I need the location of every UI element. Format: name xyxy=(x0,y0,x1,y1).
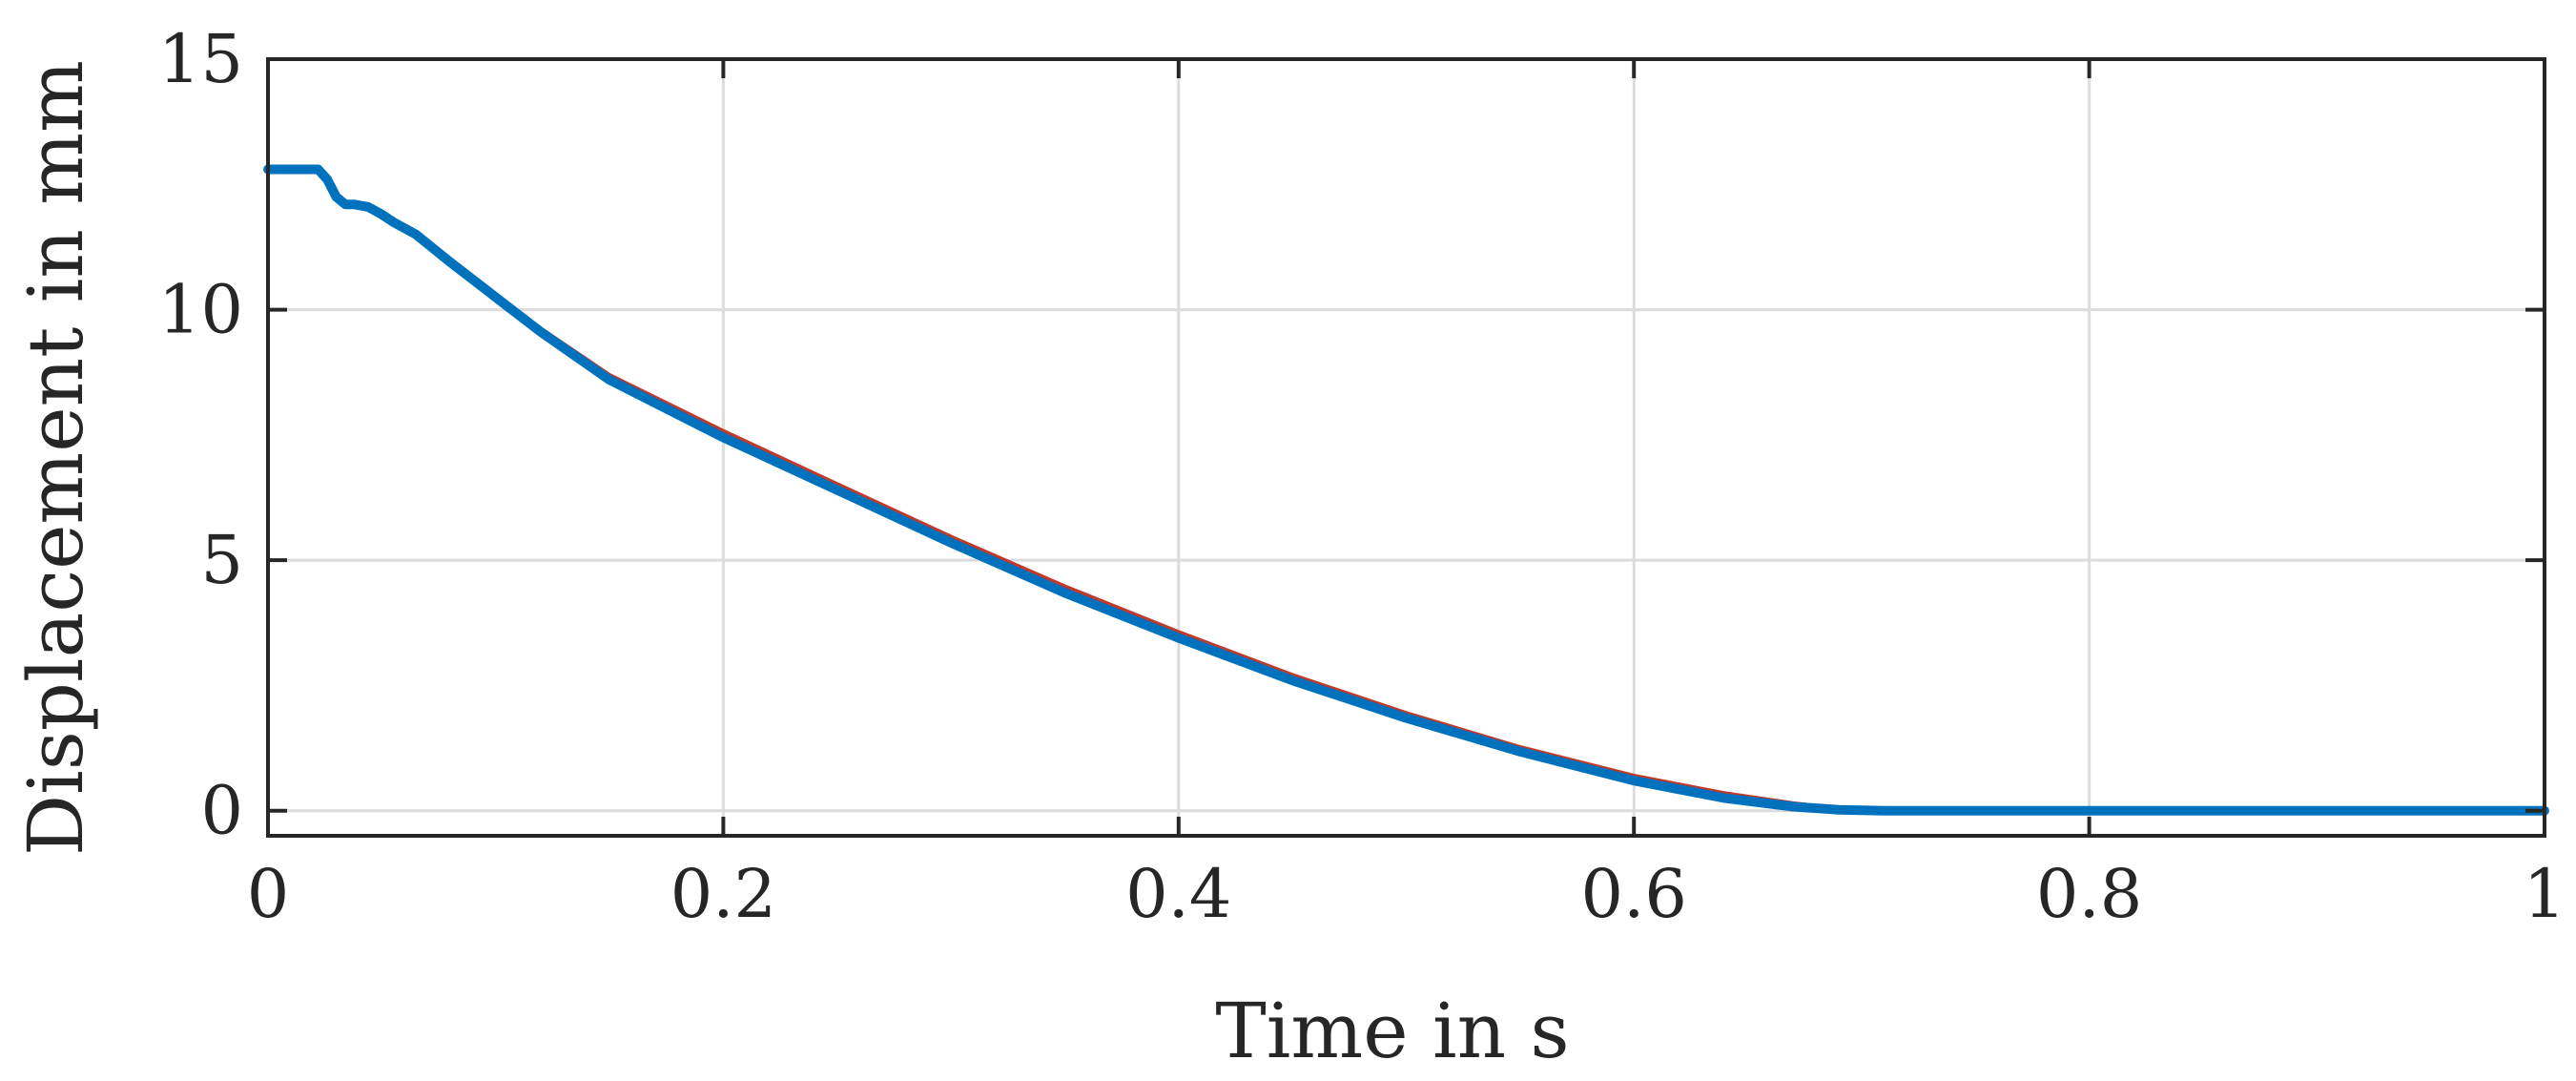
x-tick-label-1: 0.2 xyxy=(670,855,776,933)
axes xyxy=(266,57,2546,838)
x-tick-label-2: 0.4 xyxy=(1125,855,1231,933)
series-line-1 xyxy=(263,164,2549,816)
axes-box xyxy=(266,57,2546,838)
x-tick-label-3: 0.6 xyxy=(1581,855,1687,933)
y-axis-title: Displacement in mm xyxy=(11,60,100,856)
grid-lines xyxy=(268,59,2545,836)
x-tick-label-4: 0.8 xyxy=(2036,855,2142,933)
x-axis-title: Time in s xyxy=(1215,987,1569,1075)
data-series xyxy=(263,164,2549,816)
y-tick-label-2: 10 xyxy=(158,271,243,349)
y-tick-label-1: 5 xyxy=(200,521,243,599)
y-tick-label-3: 15 xyxy=(158,20,243,98)
x-tick-label-5: 1 xyxy=(2524,855,2566,933)
y-tick-label-0: 0 xyxy=(200,772,243,850)
x-tick-label-0: 0 xyxy=(247,855,290,933)
